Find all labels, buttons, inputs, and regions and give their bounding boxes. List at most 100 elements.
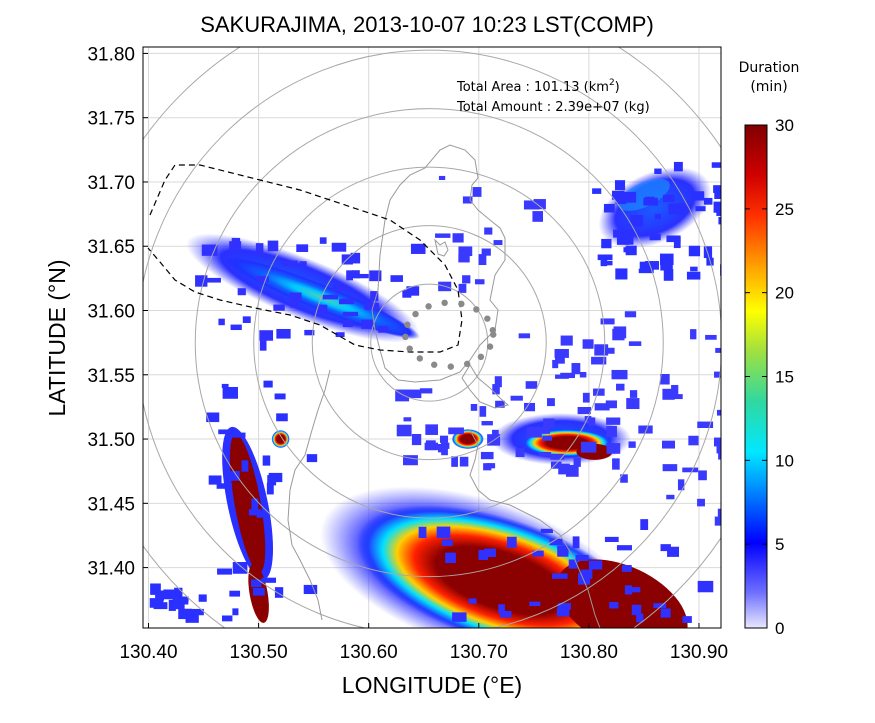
crater-dot [477,353,485,361]
echo-pixel [439,435,449,443]
echo-pixel [611,369,628,380]
echo-pixel [507,536,517,548]
echo-pixel [690,329,697,340]
echo-pixel [654,168,662,174]
echo-pixel [492,429,499,440]
echo-pixel [529,601,541,607]
echo-pixel [582,392,590,403]
crater-dot [484,315,491,322]
echo-pixel [484,227,493,235]
echo-pixel [645,196,655,204]
echo-pixel [411,434,422,446]
echo-pixel [218,429,229,435]
echo-pixel [711,162,721,168]
echo-pixel [480,451,494,460]
echo-pixel [616,545,632,551]
echo-pixel [492,384,500,395]
range-ring [370,283,489,402]
echo-pixel [410,243,426,254]
echo-pixel [266,482,274,495]
echo-pixel [474,279,485,285]
echo-pixel [221,615,233,622]
echo-pixel [361,319,374,329]
echo-pixel [714,371,721,378]
echo-pixel [322,294,338,300]
echo-cluster-northeast-core [618,178,670,211]
echo-pixel [593,388,605,396]
echo-pixel [226,470,240,481]
echo-pixel [604,536,619,543]
echo-pixel [640,519,649,530]
crater-dot [473,306,480,313]
echo-pixel [435,233,451,238]
echo-pixel [451,456,458,467]
echo-pixel [666,494,675,500]
echo-pixel [524,402,536,412]
echo-pixel [625,234,634,245]
x-tick-label: 130.60 [340,642,398,663]
echo-pixel [445,552,456,564]
echo-pixel [718,452,721,460]
echo-pixel [172,596,189,605]
echo-pixel [206,277,221,283]
echo-pixel [717,508,721,518]
echo-pixel [612,458,620,470]
echo-pixel [354,273,369,279]
colorbar-tick-label: 20 [775,284,794,303]
echo-pixel [555,353,565,364]
echo-pixel [518,333,531,339]
echo-pixel [666,235,681,243]
y-tick-label: 31.80 [87,44,135,65]
echo-pixel [693,191,705,201]
echo-pixel [714,187,721,199]
echo-pixel [579,372,587,378]
echo-pixel [537,428,550,434]
echo-pixel [620,474,628,483]
echo-pixel [550,461,562,469]
echo-pixel [525,381,538,389]
crater-dot [458,300,465,308]
crater-dot [489,326,497,334]
echo-pixel [268,472,283,483]
echo-pixel [550,453,565,460]
echo-pixel [716,409,721,416]
echo-pixel [242,316,251,323]
echo-pixel [163,589,180,600]
echo-pixel [625,229,637,236]
echo-pixel [319,237,327,244]
echo-pixel [248,509,262,516]
echo-pixel [572,536,580,549]
echo-pixel [571,363,581,375]
echo-pixel [299,261,307,266]
echo-pixel [289,292,302,302]
echo-pixel [616,234,630,245]
echo-pixel [630,215,644,227]
echo-pixel [333,285,347,292]
echo-pixel [406,286,420,296]
y-tick-label: 31.50 [87,430,135,451]
echo-pixel [395,389,410,402]
echo-pixel [653,603,667,609]
echo-pixel [603,347,615,354]
echo-pixel [510,395,523,401]
echo-pixel [316,304,328,315]
echo-pixel [614,180,626,191]
colorbar-tick-label: 5 [775,535,784,554]
echo-pixel [250,579,262,588]
x-tick-label: 130.50 [230,642,288,663]
echo-pixel [638,425,653,434]
echo-pixel [452,233,464,243]
echo-pixel [217,568,233,575]
echo-pixel [198,594,207,602]
echo-pixel [178,608,193,620]
echo-pixel [195,275,208,287]
echo-pixel [623,247,630,253]
echo-pixel [628,441,636,448]
echo-pixel [459,456,469,467]
colorbar-tick-label: 30 [775,116,794,135]
echo-pixel [703,197,713,205]
echo-pixel [542,435,553,441]
x-tick-label: 130.80 [560,642,618,663]
echo-pixel [418,526,427,539]
echo-pixel [390,275,403,282]
